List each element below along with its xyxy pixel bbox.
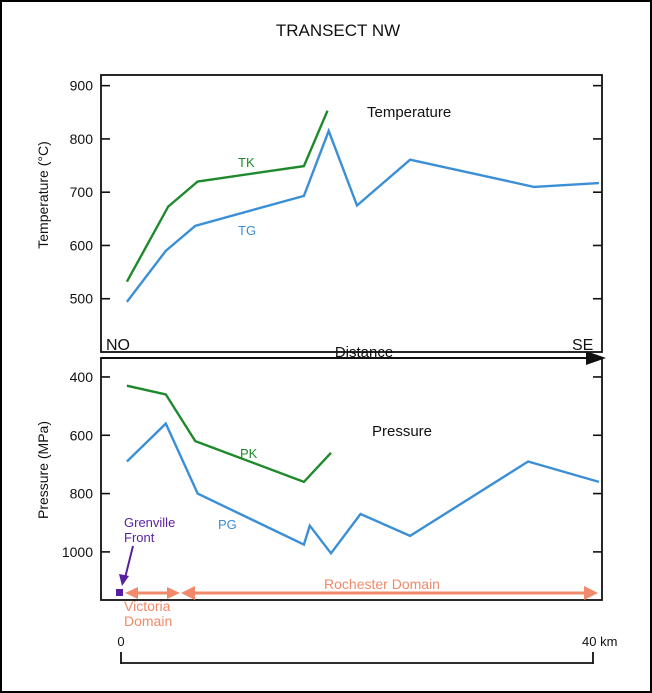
series-label-tg: TG [238,223,256,238]
temperature-plot-frame [100,74,603,353]
scale-bar: 0 40 km [117,634,617,664]
temperature-y-axis-label: Temperature (°C) [35,141,51,249]
victoria-arrow-left [125,587,138,599]
victoria-label-line2: Domain [124,613,172,629]
pressure-chart-title: Pressure [372,423,432,440]
grenville-label-line1: Grenville [124,515,175,530]
scale-bar-end-label: 40 km [582,634,617,649]
temperature-chart: Temperature Temperature (°C) 500 600 700 80… [35,74,603,353]
temperature-y-ticks: 500 600 700 800 900 [70,78,602,307]
y-tick-label: 1000 [62,544,93,560]
y-tick-label: 800 [70,486,94,502]
grenville-marker [116,589,123,596]
series-line-tk [125,110,329,283]
y-tick-label: 900 [70,78,94,94]
pressure-y-axis-label: Pressure (MPa) [35,421,51,519]
y-tick-label: 500 [70,291,94,307]
rochester-label: Rochester Domain [324,576,440,592]
y-tick-label: 700 [70,184,94,200]
rochester-arrow-right [584,586,598,600]
distance-axis-label: Distance [335,344,393,361]
series-line-tg [125,127,599,303]
victoria-label-line1: Victoria [124,598,171,614]
grenville-front-annotation: Grenville Front [116,515,175,596]
pressure-plot-frame [100,357,603,601]
series-label-tk: TK [238,155,255,170]
victoria-arrow-right [167,587,180,599]
distance-left-label: NO [106,337,130,354]
series-label-pk: PK [240,446,258,461]
rochester-arrow-left [181,586,195,600]
series-label-pg: PG [218,517,237,532]
y-tick-label: 600 [70,427,94,443]
y-tick-label: 800 [70,131,94,147]
grenville-arrowhead [119,574,129,586]
series-line-pg [126,421,600,556]
rochester-domain-annotation: Rochester Domain [181,576,598,600]
distance-right-label: SE [572,337,593,354]
y-tick-label: 600 [70,237,94,253]
pressure-y-ticks: 400 600 800 1000 [62,369,602,560]
figure-title: TRANSECT NW [276,21,400,40]
series-line-pk [126,384,332,484]
scale-bar-start-label: 0 [117,634,124,649]
victoria-domain-annotation: Victoria Domain [124,587,180,629]
pressure-chart: Pressure Pressure (MPa) 400 600 800 1000 PK… [35,357,603,601]
y-tick-label: 400 [70,369,94,385]
grenville-label-line2: Front [124,530,155,545]
temperature-series [125,110,599,303]
pressure-series [126,384,600,556]
grenville-arrow-shaft [124,545,134,579]
temperature-chart-title: Temperature [367,104,451,121]
